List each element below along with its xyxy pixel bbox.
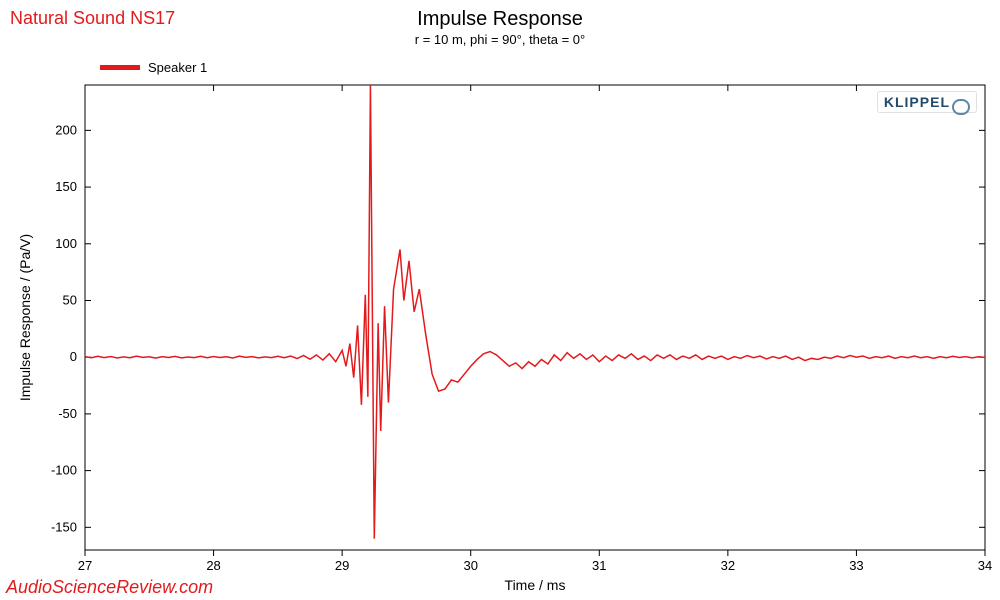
chart-container: Natural Sound NS17 Impulse Response r = …: [0, 0, 1000, 600]
svg-text:-150: -150: [51, 519, 77, 534]
watermark: AudioScienceReview.com: [6, 577, 213, 598]
svg-text:200: 200: [55, 122, 77, 137]
svg-text:32: 32: [721, 558, 735, 573]
svg-text:50: 50: [63, 292, 77, 307]
svg-text:27: 27: [78, 558, 92, 573]
svg-text:0: 0: [70, 349, 77, 364]
svg-text:Impulse Response / (Pa/V): Impulse Response / (Pa/V): [17, 234, 33, 401]
brand-logo-text: KLIPPEL: [884, 94, 950, 110]
svg-text:-100: -100: [51, 463, 77, 478]
svg-text:33: 33: [849, 558, 863, 573]
svg-text:28: 28: [206, 558, 220, 573]
brand-logo: KLIPPEL: [877, 91, 977, 113]
svg-text:31: 31: [592, 558, 606, 573]
brand-arc-icon: [952, 99, 970, 107]
svg-text:34: 34: [978, 558, 992, 573]
svg-text:100: 100: [55, 236, 77, 251]
svg-text:150: 150: [55, 179, 77, 194]
svg-text:30: 30: [463, 558, 477, 573]
plot-svg: 27 28 29 30 31 32 33 34 -150 -100 -50 0 50 100 150 200 T…: [0, 0, 1000, 600]
svg-text:29: 29: [335, 558, 349, 573]
svg-text:-50: -50: [58, 406, 77, 421]
svg-text:Time / ms: Time / ms: [505, 577, 566, 593]
